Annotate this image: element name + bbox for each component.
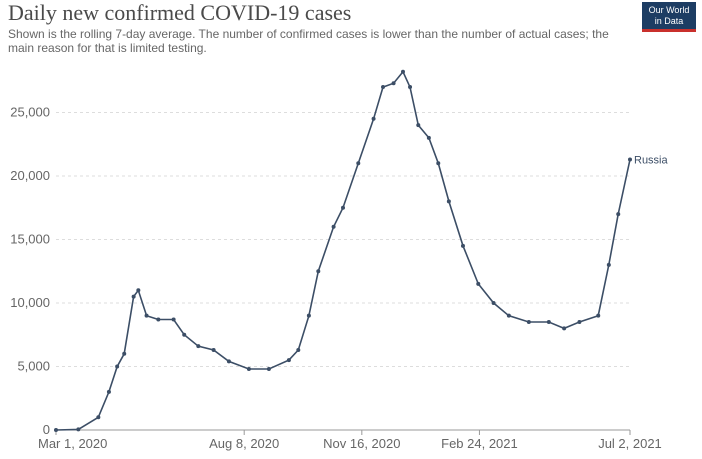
y-tick-label: 0 <box>43 422 50 437</box>
point <box>122 351 127 356</box>
point <box>380 85 385 90</box>
point <box>400 69 405 74</box>
y-tick-label: 25,000 <box>10 104 50 119</box>
point <box>616 212 621 217</box>
point <box>226 359 231 364</box>
subtitle: main reason for that is limited testing. <box>8 41 207 55</box>
point <box>296 347 301 352</box>
chart-title: Daily new confirmed COVID-19 cases <box>8 0 351 25</box>
point <box>115 364 120 369</box>
point <box>426 135 431 140</box>
point <box>196 344 201 349</box>
point <box>371 116 376 121</box>
logo-text: in Data <box>655 16 684 26</box>
point <box>628 157 632 162</box>
point <box>596 313 601 318</box>
point <box>144 313 149 318</box>
point <box>331 224 336 229</box>
point <box>96 415 101 420</box>
point <box>546 320 551 325</box>
point <box>460 243 465 248</box>
y-tick-label: 10,000 <box>10 295 50 310</box>
y-tick-label: 15,000 <box>10 231 50 246</box>
point <box>182 332 187 337</box>
logo <box>642 2 696 32</box>
point <box>526 320 531 325</box>
point <box>491 300 496 305</box>
x-tick-label: Mar 1, 2020 <box>38 436 107 451</box>
point <box>316 269 321 274</box>
point <box>266 367 271 372</box>
point <box>408 85 413 90</box>
point <box>286 358 291 363</box>
point <box>246 367 251 372</box>
point <box>476 281 481 286</box>
logo-text: Our World <box>649 5 690 15</box>
subtitle: Shown is the rolling 7-day average. The … <box>8 27 609 41</box>
x-tick-label: Jul 2, 2021 <box>598 436 662 451</box>
series-label: Russia <box>634 154 669 166</box>
point <box>416 123 421 128</box>
y-tick-label: 20,000 <box>10 168 50 183</box>
point <box>577 320 582 325</box>
point <box>211 347 216 352</box>
point <box>446 199 451 204</box>
point <box>436 161 441 166</box>
point <box>136 288 141 293</box>
x-tick-label: Feb 24, 2021 <box>441 436 518 451</box>
y-tick-label: 5,000 <box>17 358 50 373</box>
point <box>76 427 81 432</box>
point <box>506 313 511 318</box>
point <box>356 161 361 166</box>
logo-bar <box>642 29 696 32</box>
point <box>341 205 345 210</box>
point <box>106 389 111 394</box>
point <box>54 428 58 432</box>
line <box>55 70 631 431</box>
x-tick-label: Aug 8, 2020 <box>209 436 279 451</box>
point <box>562 326 567 331</box>
x-tick-label: Nov 16, 2020 <box>323 436 400 451</box>
point <box>171 317 176 322</box>
point <box>306 313 311 318</box>
point <box>131 294 136 299</box>
point <box>606 262 611 267</box>
point <box>156 317 161 322</box>
point <box>391 81 396 86</box>
